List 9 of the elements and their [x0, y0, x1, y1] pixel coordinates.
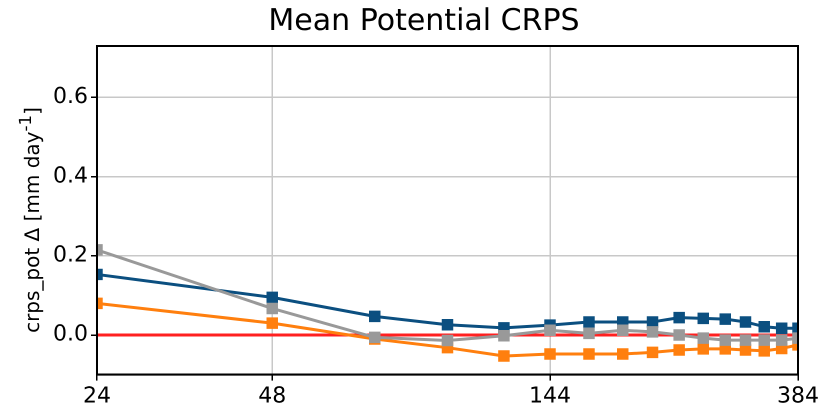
y-tick-label: 0.0 — [52, 322, 88, 347]
y-tick-label: 0.2 — [52, 242, 88, 268]
x-tick-label: 144 — [529, 384, 572, 409]
x-tick-label: 384 — [777, 384, 819, 409]
x-tick-label: 24 — [82, 384, 111, 409]
x-tick-label: 48 — [258, 384, 286, 409]
chart-title: Mean Potential CRPS — [268, 2, 580, 38]
y-tick-label: 0.6 — [52, 84, 88, 110]
y-tick-label: 0.4 — [52, 163, 88, 188]
